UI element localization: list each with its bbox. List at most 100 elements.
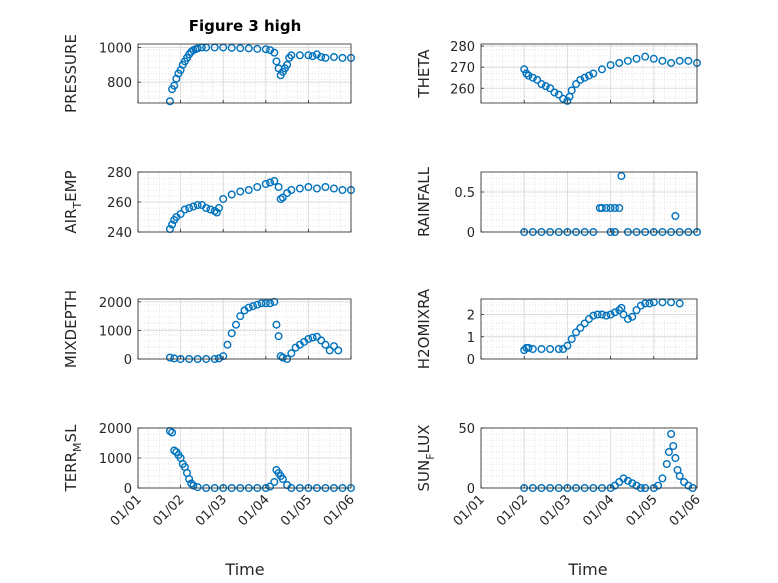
data-point (214, 203, 223, 212)
x-axis-label-right: Time (567, 560, 607, 579)
data-point (219, 352, 228, 361)
y-tick-label: 280 (450, 40, 475, 55)
data-point (193, 44, 202, 53)
data-point (321, 340, 330, 349)
data-point (168, 220, 177, 229)
data-point (287, 349, 296, 358)
axes-box (480, 298, 698, 360)
data-point (270, 176, 279, 185)
data-point (636, 301, 645, 310)
data-point (274, 332, 283, 341)
data-point (606, 310, 615, 319)
data-point (619, 310, 628, 319)
data-point (223, 340, 232, 349)
data-point (664, 448, 673, 457)
data-point (684, 56, 693, 65)
y-tick-label: 0 (467, 226, 475, 241)
data-point (236, 44, 245, 53)
data-point (329, 342, 338, 351)
data-point (253, 182, 262, 191)
data-point (227, 43, 236, 52)
data-point (585, 71, 594, 80)
data-point (589, 311, 598, 320)
data-point (278, 193, 287, 202)
data-point (658, 474, 667, 483)
y-axis-label: AIRTEMP (62, 170, 84, 233)
y-axis-label: PRESSURE (62, 34, 80, 113)
data-point (317, 53, 326, 62)
data-point (295, 184, 304, 193)
y-axis-label: RAINFALL (415, 166, 433, 237)
data-point (597, 65, 606, 74)
data-point (338, 185, 347, 194)
data-point (632, 481, 641, 490)
data-point (606, 203, 615, 212)
data-point (312, 184, 321, 193)
data-point (165, 97, 174, 106)
data-point (606, 61, 615, 70)
data-point (610, 308, 619, 317)
data-point (261, 179, 270, 188)
data-point (522, 69, 531, 78)
data-point (165, 353, 174, 362)
y-tick-label: 1000 (99, 452, 132, 467)
data-point (615, 203, 624, 212)
data-point (270, 297, 279, 306)
data-point (212, 208, 221, 217)
data-point (244, 303, 253, 312)
data-point (615, 306, 624, 315)
data-point (576, 323, 585, 332)
data-point (261, 45, 270, 54)
data-point (189, 202, 198, 211)
data-point (202, 203, 211, 212)
data-point (520, 346, 529, 355)
data-point (283, 60, 292, 69)
data-point (193, 200, 202, 209)
data-point (287, 185, 296, 194)
data-point (576, 75, 585, 84)
data-point (176, 209, 185, 218)
figure-title: Figure 3 high (189, 17, 302, 35)
data-point (628, 479, 637, 488)
data-point (546, 84, 555, 93)
data-point (278, 353, 287, 362)
data-point (597, 310, 606, 319)
x-axis-label-left: Time (224, 560, 264, 579)
y-tick-label: 1 (467, 331, 475, 346)
data-point (253, 44, 262, 53)
data-point (632, 54, 641, 63)
data-point (236, 187, 245, 196)
data-point (632, 306, 641, 315)
data-point (623, 476, 632, 485)
data-point (244, 185, 253, 194)
data-point (654, 481, 663, 490)
data-point (231, 320, 240, 329)
data-point (554, 90, 563, 99)
data-point (541, 82, 550, 91)
data-point (187, 479, 196, 488)
data-point (572, 328, 581, 337)
data-point (658, 56, 667, 65)
data-point (329, 184, 338, 193)
y-tick-label: 260 (450, 82, 475, 97)
y-axis-label: THETA (415, 49, 433, 99)
data-point (684, 481, 693, 490)
data-point (563, 341, 572, 350)
data-point (615, 58, 624, 67)
data-point (610, 203, 619, 212)
data-point (580, 319, 589, 328)
data-point (550, 88, 559, 97)
y-tick-label: 1000 (99, 41, 132, 56)
data-point (249, 302, 258, 311)
data-point (272, 57, 281, 66)
data-point (180, 205, 189, 214)
data-point (270, 478, 279, 487)
y-tick-label: 280 (107, 166, 132, 181)
y-tick-label: 0.5 (454, 186, 475, 201)
data-point (667, 430, 676, 439)
data-point (645, 299, 654, 308)
data-point (623, 315, 632, 324)
subplot-5: 0 1000 2000 MIXDEPTH (62, 290, 352, 368)
data-point (671, 454, 680, 463)
